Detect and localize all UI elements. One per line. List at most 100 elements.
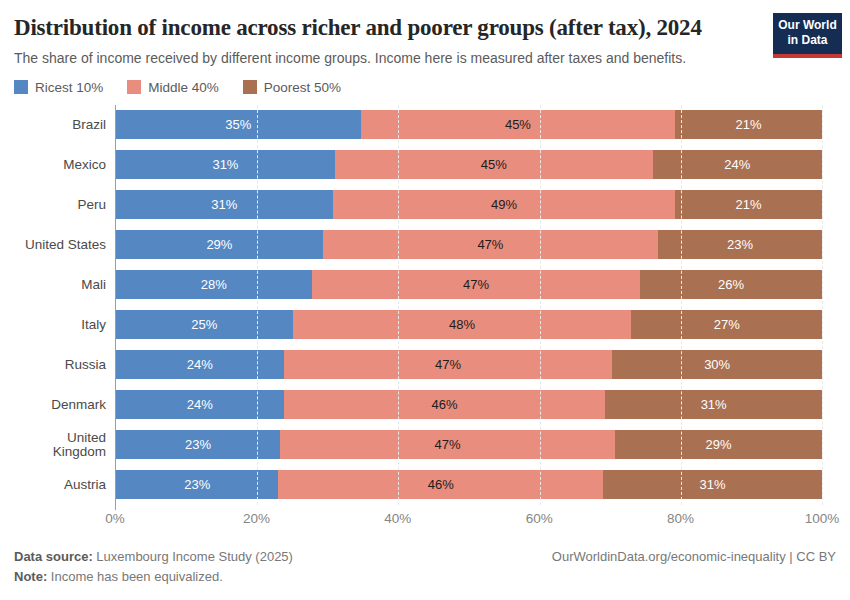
legend-label: Middle 40%: [148, 80, 219, 95]
chart-footer: Data source: Luxembourg Income Study (20…: [14, 547, 836, 587]
data-source-text: Luxembourg Income Study (2025): [93, 549, 293, 564]
owid-url-link[interactable]: OurWorldinData.org/economic-inequality |…: [552, 547, 836, 567]
x-tick-40: 40%: [384, 511, 411, 526]
bar-value-label: 24%: [187, 397, 213, 412]
legend-item-2[interactable]: Poorest 50%: [243, 80, 341, 95]
bar-segment[interactable]: 46%: [284, 390, 606, 419]
bar-segment[interactable]: 31%: [605, 390, 822, 419]
row-label-united-states: United States: [14, 225, 115, 265]
chart-subtitle: The share of income received by differen…: [14, 49, 760, 67]
bar-segment[interactable]: 47%: [312, 270, 641, 299]
bar-segment[interactable]: 23%: [116, 430, 280, 459]
bar-segment[interactable]: 31%: [603, 470, 822, 499]
legend-item-0[interactable]: Ricest 10%: [14, 80, 103, 95]
bar-value-label: 47%: [435, 437, 461, 452]
bar-value-label: 35%: [225, 117, 251, 132]
bar-segment[interactable]: 29%: [116, 230, 323, 259]
bar-segment[interactable]: 35%: [116, 110, 361, 139]
bar-value-label: 21%: [736, 117, 762, 132]
bar-segment[interactable]: 28%: [116, 270, 312, 299]
row-label-denmark: Denmark: [14, 385, 115, 425]
bar-value-label: 27%: [714, 317, 740, 332]
bar-segment[interactable]: 30%: [612, 350, 822, 379]
stacked-bar: 29% 47% 23%: [116, 230, 822, 259]
bar-value-label: 30%: [704, 357, 730, 372]
chart-body: BrazilMexicoPeruUnited StatesMaliItalyRu…: [14, 105, 836, 505]
bar-row-russia: 24% 47% 30%: [116, 345, 822, 385]
bar-row-austria: 23% 46% 31%: [116, 465, 822, 505]
bar-value-label: 31%: [211, 197, 237, 212]
bar-segment[interactable]: 46%: [278, 470, 603, 499]
row-label-italy: Italy: [14, 305, 115, 345]
bar-value-label: 29%: [206, 237, 232, 252]
stacked-bar: 25% 48% 27%: [116, 310, 822, 339]
bar-segment[interactable]: 24%: [653, 150, 822, 179]
bar-segment[interactable]: 45%: [361, 110, 676, 139]
bar-row-italy: 25% 48% 27%: [116, 305, 822, 345]
bar-segment[interactable]: 24%: [116, 390, 284, 419]
stacked-bar: 24% 47% 30%: [116, 350, 822, 379]
bar-segment[interactable]: 48%: [293, 310, 632, 339]
bar-segment[interactable]: 27%: [631, 310, 822, 339]
legend-swatch-icon: [127, 80, 141, 94]
x-tick-80: 80%: [667, 511, 694, 526]
bar-segment[interactable]: 45%: [335, 150, 653, 179]
bar-value-label: 25%: [191, 317, 217, 332]
legend-swatch-icon: [14, 80, 28, 94]
bar-segment[interactable]: 49%: [333, 190, 676, 219]
bar-rows: 35% 45% 21% 31% 45% 24% 31% 49% 21% 29% 47% 23% 28% 4…: [116, 105, 822, 505]
stacked-bar: 31% 49% 21%: [116, 190, 822, 219]
row-label-russia: Russia: [14, 345, 115, 385]
legend-label: Poorest 50%: [264, 80, 341, 95]
bar-segment[interactable]: 23%: [658, 230, 822, 259]
x-tick-20: 20%: [243, 511, 270, 526]
bar-value-label: 26%: [718, 277, 744, 292]
row-label-peru: Peru: [14, 185, 115, 225]
plot-area: 35% 45% 21% 31% 45% 24% 31% 49% 21% 29% 47% 23% 28% 4…: [115, 105, 822, 505]
bar-segment[interactable]: 31%: [116, 190, 333, 219]
bar-value-label: 45%: [481, 157, 507, 172]
bar-value-label: 23%: [185, 437, 211, 452]
bar-segment[interactable]: 21%: [675, 190, 822, 219]
bar-segment[interactable]: 47%: [323, 230, 658, 259]
bar-segment[interactable]: 26%: [640, 270, 822, 299]
chart-frame: Distribution of income across richer and…: [0, 0, 850, 600]
row-label-austria: Austria: [14, 465, 115, 505]
owid-logo-line2: in Data: [775, 33, 840, 48]
bar-segment[interactable]: 47%: [280, 430, 615, 459]
bar-segment[interactable]: 21%: [675, 110, 822, 139]
x-axis-labels: 0%20%40%60%80%100%: [115, 505, 822, 529]
grid-line-100: [822, 105, 823, 505]
bar-value-label: 46%: [428, 477, 454, 492]
bar-segment[interactable]: 23%: [116, 470, 278, 499]
row-label-brazil: Brazil: [14, 105, 115, 145]
stacked-bar: 23% 47% 29%: [116, 430, 822, 459]
owid-logo-line1: Our World: [775, 18, 840, 33]
data-source: Data source: Luxembourg Income Study (20…: [14, 547, 293, 567]
bar-row-united-kingdom: 23% 47% 29%: [116, 425, 822, 465]
bar-segment[interactable]: 31%: [116, 150, 335, 179]
owid-logo[interactable]: Our World in Data: [773, 13, 842, 58]
row-label-mexico: Mexico: [14, 145, 115, 185]
bar-value-label: 48%: [449, 317, 475, 332]
bar-value-label: 28%: [201, 277, 227, 292]
stacked-bar: 28% 47% 26%: [116, 270, 822, 299]
bar-segment[interactable]: 47%: [284, 350, 613, 379]
bar-value-label: 24%: [187, 357, 213, 372]
chart-legend: Ricest 10% Middle 40% Poorest 50%: [14, 80, 836, 95]
chart-title: Distribution of income across richer and…: [14, 14, 760, 42]
bar-segment[interactable]: 24%: [116, 350, 284, 379]
bar-segment[interactable]: 25%: [116, 310, 293, 339]
bar-row-united-states: 29% 47% 23%: [116, 225, 822, 265]
legend-item-1[interactable]: Middle 40%: [127, 80, 219, 95]
chart-header: Distribution of income across richer and…: [0, 0, 850, 67]
row-label-united-kingdom: United Kingdom: [14, 425, 115, 465]
bar-value-label: 29%: [706, 437, 732, 452]
bar-value-label: 47%: [477, 237, 503, 252]
bar-segment[interactable]: 29%: [615, 430, 822, 459]
bar-value-label: 49%: [491, 197, 517, 212]
bar-row-brazil: 35% 45% 21%: [116, 105, 822, 145]
chart-note: Note: Income has been equivalized.: [14, 567, 836, 587]
bar-row-peru: 31% 49% 21%: [116, 185, 822, 225]
note-text: Income has been equivalized.: [47, 569, 223, 584]
